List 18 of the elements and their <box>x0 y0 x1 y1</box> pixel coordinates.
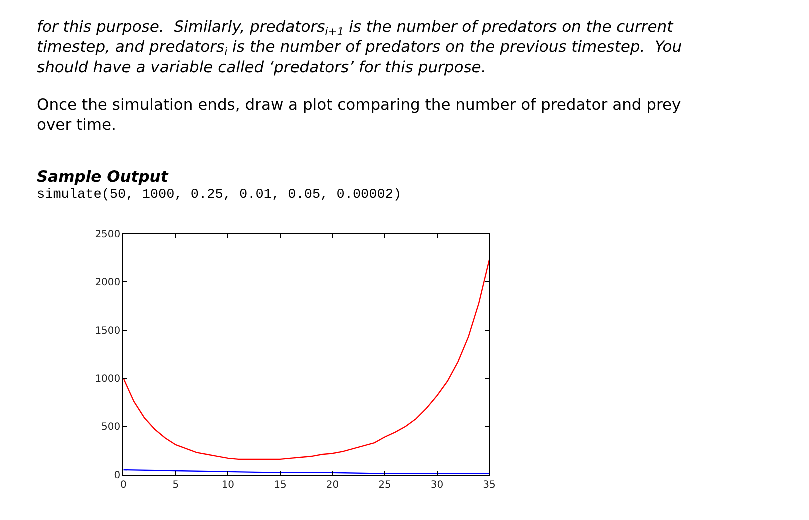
line-series <box>124 259 490 460</box>
text: Once the simulation ends, draw a plot comparing the number of predator and prey over time. <box>37 96 682 134</box>
x-tick-label: 5 <box>172 480 180 491</box>
x-tick-label: 20 <box>326 480 340 491</box>
x-tick-label: 10 <box>222 480 235 491</box>
x-tick-label: 30 <box>430 480 444 491</box>
y-tick-label: 2500 <box>95 230 121 241</box>
chart-title: Sample Output <box>37 168 169 186</box>
chart-subtitle: simulate(50, 1000, 0.25, 0.01, 0.05, 0.00002) <box>37 188 402 203</box>
y-tick-label: 1500 <box>95 326 121 337</box>
x-tick-label: 15 <box>274 480 287 491</box>
y-tick-label: 0 <box>114 470 121 482</box>
y-tick-label: 1000 <box>95 374 121 386</box>
x-tick-label: 25 <box>378 480 392 491</box>
y-tick-label: 2000 <box>95 278 121 289</box>
text: for this purpose. Similarly, predators$_{i+1}$ is the number of predators on the current timestep, and predators$_{i}$ is the number of predators on the previous timestep. You should have a variable called ‘predators’ for this purpose. <box>37 18 682 76</box>
y-tick-label: 500 <box>102 422 121 434</box>
x-tick-label: 35 <box>483 480 496 491</box>
